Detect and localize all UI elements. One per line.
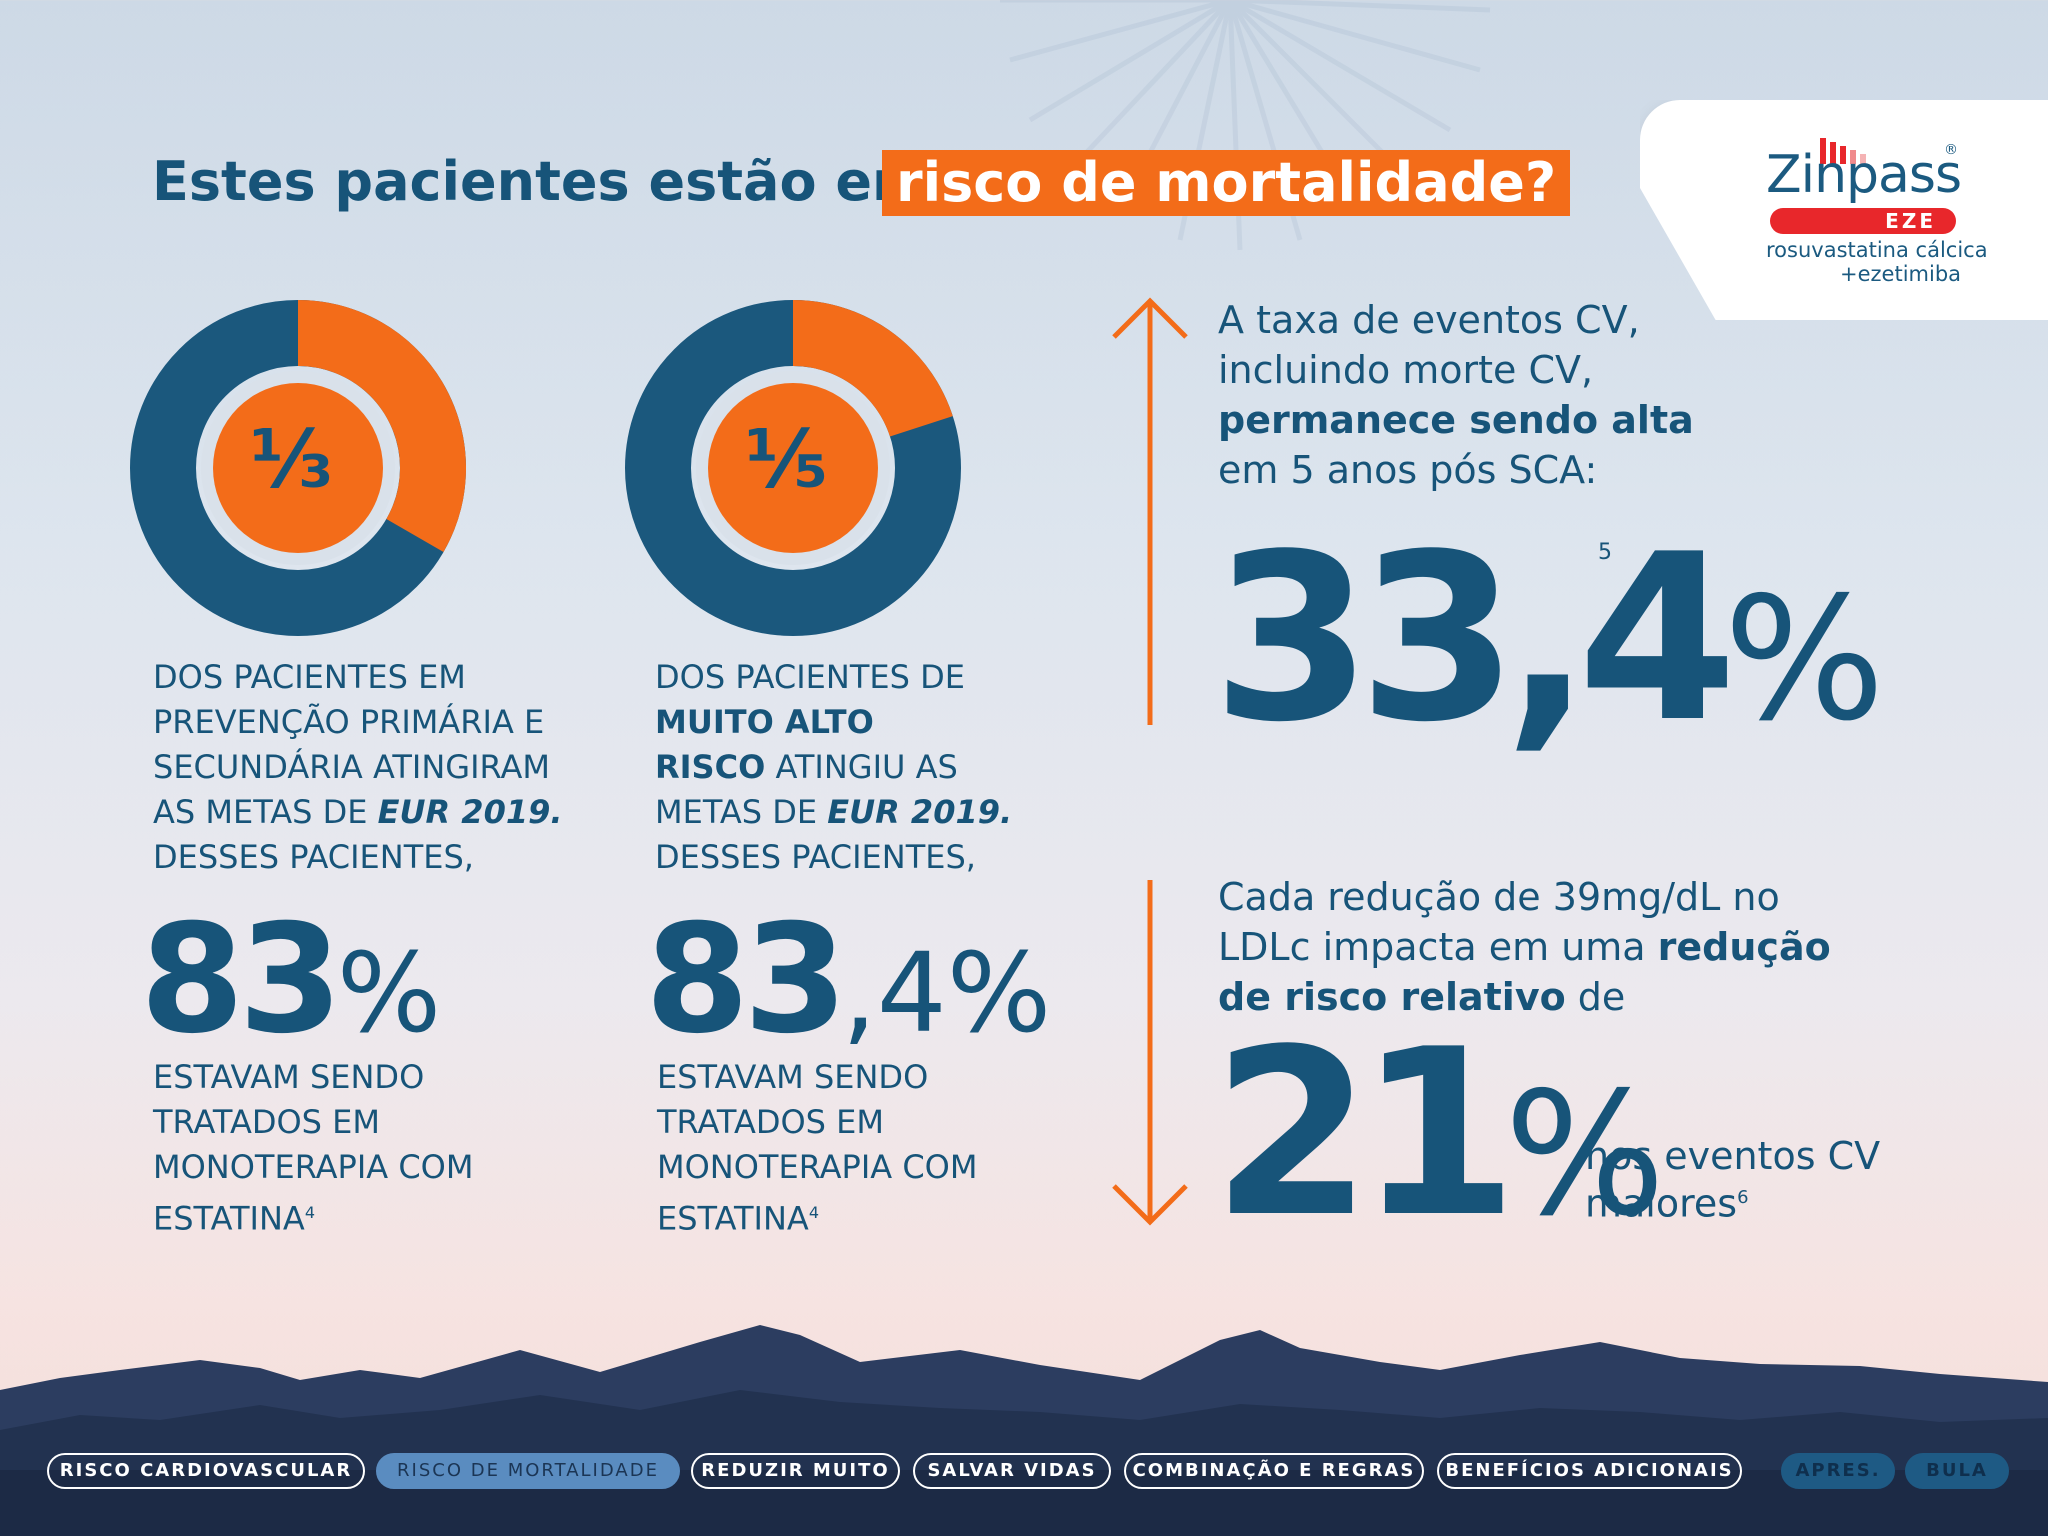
stat2-number: 83 xyxy=(645,893,848,1067)
stat1-reference: 4 xyxy=(304,1203,315,1222)
right-bottom-line: LDLc impacta em uma redução xyxy=(1218,922,1831,972)
page-title-highlight: risco de mortalidade? xyxy=(882,150,1571,216)
nav-risco-cardiovascular[interactable]: RISCO CARDIOVASCULAR xyxy=(47,1453,365,1489)
stat2-line-text: METAS DE xyxy=(655,793,828,831)
stat2-description: DOS PACIENTES DE MUITO ALTO RISCO ATINGI… xyxy=(655,655,1012,880)
stat2-after-line: ESTATINA4 xyxy=(657,1190,977,1242)
right-bottom-text: Cada redução de 39mg/dL no LDLc impacta … xyxy=(1218,872,1831,1022)
stat2-after-line: MONOTERAPIA COM xyxy=(657,1148,978,1186)
right-top-line: A taxa de eventos CV, xyxy=(1218,298,1640,342)
stat1-line: PREVENÇÃO PRIMÁRIA E xyxy=(153,703,545,741)
right-bottom-big-value: 21% xyxy=(1212,1020,1666,1250)
stat1-line-emphasis: EUR 2019. xyxy=(377,793,563,831)
right-top-line: permanece sendo alta xyxy=(1218,395,1694,445)
nav-apres-button[interactable]: APRES. xyxy=(1781,1453,1895,1489)
right-top-reference: 5 xyxy=(1598,540,1612,565)
right-top-line-bold: permanece sendo alta xyxy=(1218,398,1694,442)
stat1-unit: % xyxy=(336,929,442,1057)
stat1-line: DOS PACIENTES EM xyxy=(153,658,466,696)
right-bottom-line-text: de xyxy=(1565,975,1626,1019)
nav-risco-de-mortalidade[interactable]: RISCO DE MORTALIDADE xyxy=(376,1453,680,1489)
right-top-unit: % xyxy=(1723,561,1886,759)
stat2-line-bold: MUITO ALTO xyxy=(655,703,874,741)
right-bottom-number: 21 xyxy=(1212,1001,1518,1268)
donut-slice-highlight xyxy=(297,300,466,552)
fraction-one-third: ⅓ xyxy=(250,413,333,506)
stat1-after: ESTAVAM SENDO TRATADOS EM MONOTERAPIA CO… xyxy=(153,1055,473,1242)
stat1-number: 83 xyxy=(140,893,343,1067)
stat1-line: SECUNDÁRIA ATINGIRAM xyxy=(153,748,550,786)
stat2-line: MUITO ALTO xyxy=(655,700,1012,745)
stat2-after: ESTAVAM SENDO TRATADOS EM MONOTERAPIA CO… xyxy=(657,1055,977,1242)
right-bottom-trail-line: maiores6 xyxy=(1585,1177,1880,1225)
arrow-down-icon xyxy=(1112,880,1188,1226)
stat1-line: DESSES PACIENTES, xyxy=(153,838,474,876)
brand-variant-badge: EZE xyxy=(1770,208,1956,234)
page-title: Estes pacientes estão em xyxy=(152,150,929,213)
nav-combinacao-e-regras[interactable]: COMBINAÇÃO E REGRAS xyxy=(1124,1453,1424,1489)
right-bottom-trail: nos eventos CV maiores6 xyxy=(1585,1135,1880,1225)
stat2-after-line: TRATADOS EM xyxy=(657,1103,884,1141)
stat2-line-bold: RISCO xyxy=(655,748,766,786)
nav-reduzir-muito[interactable]: REDUZIR MUITO xyxy=(691,1453,900,1489)
arrow-up-icon xyxy=(1112,297,1188,725)
right-bottom-trail-text: maiores xyxy=(1585,1181,1738,1226)
fraction-one-fifth: ⅕ xyxy=(745,413,828,506)
brand-logo-text: Zinpass xyxy=(1766,145,1962,205)
right-top-big-value: 33,4% xyxy=(1212,525,1885,755)
stat2-unit: ,4% xyxy=(841,929,1052,1057)
nav-salvar-vidas[interactable]: SALVAR VIDAS xyxy=(913,1453,1111,1489)
right-bottom-reference: 6 xyxy=(1737,1187,1749,1208)
stat1-after-text: ESTATINA xyxy=(153,1199,305,1238)
stat1-after-line: MONOTERAPIA COM xyxy=(153,1148,474,1186)
registered-mark: ® xyxy=(1944,142,1958,158)
stat2-big-value: 83,4% xyxy=(645,905,1051,1055)
right-top-line: incluindo morte CV, xyxy=(1218,348,1594,392)
stat2-line: RISCO ATINGIU AS xyxy=(655,745,1012,790)
stat1-line-text: AS METAS DE xyxy=(153,793,378,831)
right-bottom-line: de risco relativo de xyxy=(1218,972,1831,1022)
right-bottom-line-bold: de risco relativo xyxy=(1218,975,1566,1019)
right-bottom-line-bold: redução xyxy=(1657,925,1831,969)
stat2-line: DOS PACIENTES DE xyxy=(655,658,965,696)
stat2-line: DESSES PACIENTES, xyxy=(655,838,976,876)
stat1-line: AS METAS DE EUR 2019. xyxy=(153,790,563,835)
stat1-after-line: ESTAVAM SENDO xyxy=(153,1058,425,1096)
stat2-line: METAS DE EUR 2019. xyxy=(655,790,1012,835)
stat2-reference: 4 xyxy=(808,1203,819,1222)
stat2-line-emphasis: EUR 2019. xyxy=(827,793,1013,831)
stat1-big-value: 83% xyxy=(140,905,441,1055)
stat1-after-line: TRATADOS EM xyxy=(153,1103,380,1141)
donut-chart-one-fifth xyxy=(625,300,961,636)
brand-subtitle-2: +ezetimiba xyxy=(1840,262,1962,286)
stat2-after-line: ESTAVAM SENDO xyxy=(657,1058,929,1096)
nav-beneficios-adicionais[interactable]: BENEFÍCIOS ADICIONAIS xyxy=(1437,1453,1742,1489)
right-top-text: A taxa de eventos CV, incluindo morte CV… xyxy=(1218,295,1694,495)
stat1-after-line: ESTATINA4 xyxy=(153,1190,473,1242)
right-top-line: em 5 anos pós SCA: xyxy=(1218,448,1598,492)
logo-bars-icon xyxy=(1820,138,1866,164)
right-bottom-line-text: LDLc impacta em uma xyxy=(1218,925,1658,969)
stat2-after-text: ESTATINA xyxy=(657,1199,809,1238)
right-bottom-trail-line: nos eventos CV xyxy=(1585,1134,1881,1178)
stat1-description: DOS PACIENTES EM PREVENÇÃO PRIMÁRIA E SE… xyxy=(153,655,563,880)
donut-chart-one-third xyxy=(130,300,466,636)
brand-subtitle-1: rosuvastatina cálcica xyxy=(1766,238,1988,262)
stat2-line-text: ATINGIU AS xyxy=(765,748,958,786)
donut-slice-highlight xyxy=(791,300,953,438)
mountains-footer xyxy=(0,1325,2048,1536)
nav-bula-button[interactable]: BULA xyxy=(1905,1453,2009,1489)
right-bottom-line: Cada redução de 39mg/dL no xyxy=(1218,875,1780,919)
right-top-number: 33,4 xyxy=(1212,506,1737,773)
right-bottom-unit: % xyxy=(1504,1056,1666,1254)
